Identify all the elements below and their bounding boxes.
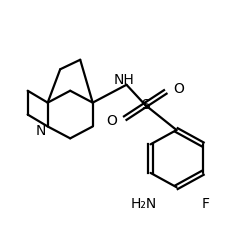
Text: NH: NH [114,74,134,87]
Text: S: S [140,98,149,112]
Text: O: O [172,82,183,96]
Text: F: F [201,197,209,211]
Text: H₂N: H₂N [130,197,156,211]
Text: O: O [106,114,117,128]
Text: N: N [36,124,46,138]
